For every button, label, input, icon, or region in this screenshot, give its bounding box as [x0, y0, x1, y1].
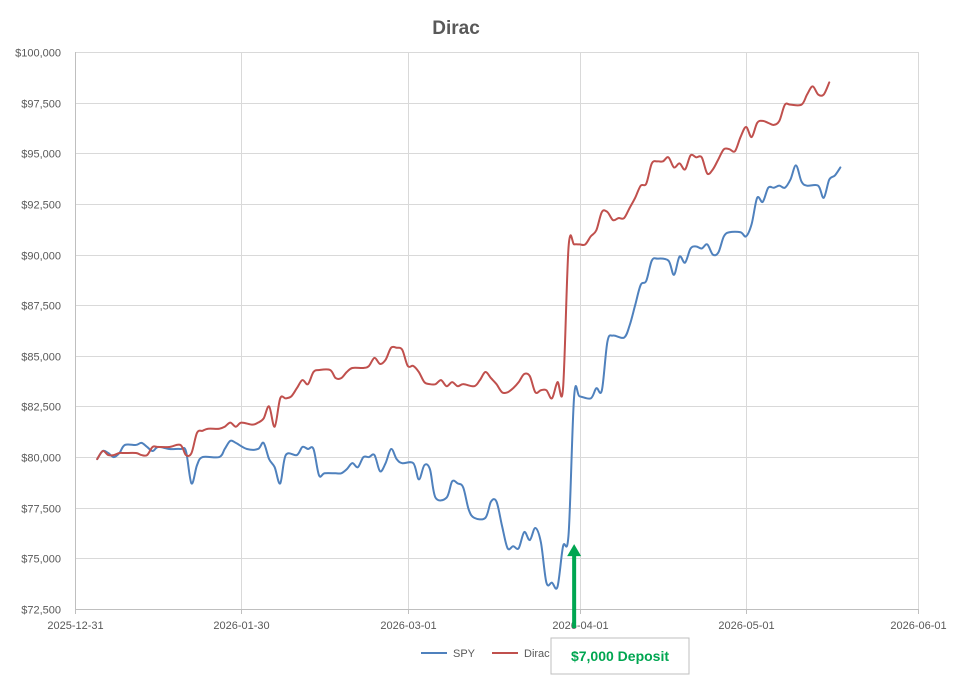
annotation-box [550, 637, 690, 675]
x-tick-label: 2026-06-01 [890, 620, 946, 632]
series-lines [96, 81, 842, 590]
x-tick-label: 2025-12-31 [47, 620, 103, 632]
y-tick-label: $72,500 [21, 605, 61, 617]
series-line-spy [96, 164, 842, 590]
chart-title: Dirac [432, 18, 480, 39]
y-tick-label: $85,000 [21, 352, 61, 364]
legend: SPY Dirac [421, 648, 550, 660]
y-tick-label: $92,500 [21, 200, 61, 212]
y-tick-label: $82,500 [21, 402, 61, 414]
annotation-label: $7,000 Deposit [571, 648, 669, 664]
axes: $72,500 $75,000 $77,500 $80,000 $82,500 $85,0… [15, 48, 947, 633]
y-tick-label: $90,000 [21, 251, 61, 263]
legend-label-spy: SPY [453, 648, 476, 660]
y-tick-label: $87,500 [21, 301, 61, 313]
legend-label-dirac: Dirac [524, 648, 550, 660]
x-tick-label: 2026-04-01 [552, 620, 608, 632]
y-tick-label: $95,000 [21, 149, 61, 161]
y-tick-label: $80,000 [21, 453, 61, 465]
annotation: $7,000 Deposit [550, 544, 690, 675]
gridlines [75, 52, 919, 610]
y-tick-label: $100,000 [15, 48, 61, 60]
y-tick-label: $97,500 [21, 99, 61, 111]
series-line-dirac [96, 81, 831, 461]
x-tick-label: 2026-03-01 [380, 620, 436, 632]
annotation-arrow-head [567, 544, 582, 557]
y-tick-label: $75,000 [21, 554, 61, 566]
y-tick-label: $77,500 [21, 504, 61, 516]
x-tick-label: 2026-01-30 [213, 620, 269, 632]
x-tick-label: 2026-05-01 [718, 620, 774, 632]
